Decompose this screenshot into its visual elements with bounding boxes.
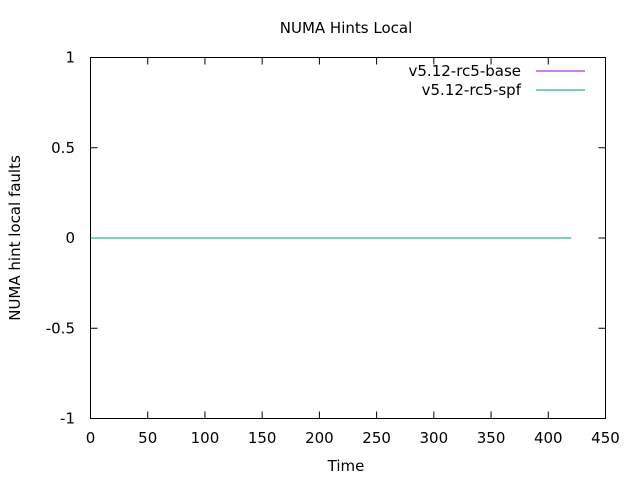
y-tick-label: -0.5	[46, 319, 75, 337]
chart-title: NUMA Hints Local	[280, 19, 412, 37]
y-tick-label: 0.5	[51, 139, 75, 157]
y-tick-label: 1	[65, 49, 75, 67]
x-tick-label: 400	[534, 429, 563, 447]
y-tick-label: -1	[60, 410, 75, 428]
legend-label-base: v5.12-rc5-base	[409, 62, 522, 80]
x-tick-label: 250	[362, 429, 391, 447]
y-axis-ticks: 1 0.5 0 -0.5 -1	[46, 49, 606, 428]
x-tick-label: 0	[86, 429, 96, 447]
y-tick-label: 0	[65, 229, 75, 247]
x-tick-label: 100	[191, 429, 220, 447]
x-axis-ticks: 0 50 100 150 200 250 300 350 400 450	[86, 57, 620, 447]
x-tick-label: 300	[420, 429, 449, 447]
x-tick-label: 150	[248, 429, 277, 447]
legend-label-spf: v5.12-rc5-spf	[422, 81, 522, 99]
x-axis-title: Time	[327, 457, 365, 475]
y-axis-title: NUMA hint local faults	[6, 155, 24, 321]
legend: v5.12-rc5-base v5.12-rc5-spf	[409, 62, 585, 99]
x-tick-label: 350	[477, 429, 506, 447]
x-tick-label: 200	[305, 429, 334, 447]
x-tick-label: 450	[591, 429, 620, 447]
x-tick-label: 50	[138, 429, 157, 447]
